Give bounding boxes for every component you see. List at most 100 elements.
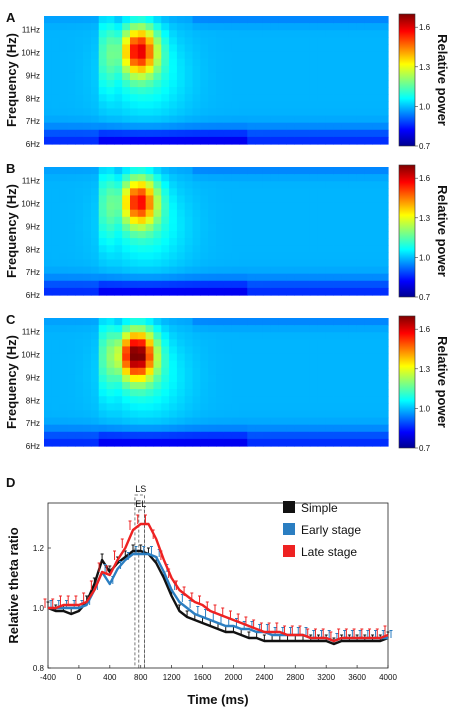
heatmap-cell	[145, 51, 155, 60]
heatmap-cell	[200, 332, 209, 340]
heatmap-cell	[122, 129, 131, 138]
heatmap-cell	[122, 65, 131, 74]
heatmap-cell	[59, 122, 69, 131]
heatmap-cell	[247, 94, 256, 102]
heatmap-cell	[169, 129, 178, 138]
heatmap-cell	[286, 94, 295, 102]
heatmap-cell	[356, 65, 366, 74]
heatmap-cell	[59, 16, 69, 24]
heatmap-cell	[145, 136, 155, 145]
heatmap-cell	[278, 374, 287, 383]
heatmap-cell	[262, 360, 272, 369]
heatmap-cell	[278, 58, 287, 67]
heatmap-cell	[294, 108, 303, 117]
heatmap-cell	[341, 389, 350, 397]
heatmap-cell	[247, 431, 256, 440]
heatmap-cell	[333, 325, 342, 333]
heatmap-cell	[137, 44, 147, 53]
heatmap-cell	[114, 280, 123, 289]
heatmap-cell	[325, 216, 334, 225]
heatmap-cell	[122, 403, 131, 412]
heatmap-cell	[278, 360, 287, 369]
heatmap-cell	[247, 72, 256, 81]
heatmap-cell	[270, 16, 280, 24]
heatmap-cell	[83, 389, 92, 397]
x-tick-label: 2800	[286, 673, 304, 682]
heatmap-cell	[372, 174, 381, 182]
heatmap-cell	[67, 108, 76, 117]
heatmap-cell	[44, 438, 53, 447]
heatmap-cell	[231, 280, 241, 289]
heatmap-cell	[309, 51, 319, 60]
heatmap-cell	[239, 353, 248, 362]
heatmap-cell	[114, 115, 123, 124]
heatmap-cell	[364, 108, 373, 117]
heatmap-cell	[372, 122, 381, 131]
heatmap-cell	[372, 374, 381, 383]
heatmap-cell	[278, 72, 287, 81]
heatmap-cell	[262, 339, 272, 348]
heatmap-cell	[286, 44, 295, 53]
heatmap-cell	[59, 332, 69, 340]
heatmap-cell	[294, 65, 303, 74]
heatmap-cell	[278, 37, 287, 46]
heatmap-cell	[161, 238, 170, 246]
heatmap-cell	[153, 122, 162, 131]
heatmap-cell	[122, 273, 131, 282]
heatmap-cell	[356, 23, 366, 31]
heatmap-cell	[341, 273, 350, 282]
heatmap-cell	[83, 72, 92, 81]
heatmap-cell	[333, 202, 342, 211]
heatmap-cell	[294, 129, 303, 138]
heatmap-cell	[114, 325, 123, 333]
heatmap-cell	[262, 72, 272, 81]
heatmap-cell	[278, 94, 287, 102]
heatmap-cell	[372, 115, 381, 124]
heatmap-cell	[216, 287, 225, 296]
heatmap-cell	[231, 360, 241, 369]
heatmap-cell	[286, 332, 295, 340]
heatmap-cell	[356, 353, 366, 362]
heatmap-cell	[372, 80, 381, 88]
heatmap-cell	[200, 209, 209, 218]
heatmap-cell	[90, 231, 100, 239]
heatmap-cell	[137, 231, 147, 239]
heatmap-cell	[83, 23, 92, 31]
heatmap-cell	[114, 360, 123, 369]
heatmap-cell	[302, 16, 311, 24]
heatmap-cell	[176, 374, 186, 383]
heatmap-cell	[309, 403, 319, 412]
heatmap-cell	[372, 209, 381, 218]
heatmap-cell	[153, 353, 162, 362]
heatmap-cell	[200, 174, 209, 182]
heatmap-cell	[216, 332, 225, 340]
y-tick-label: 6Hz	[26, 442, 40, 451]
heatmap-cell	[216, 374, 225, 383]
heatmap-cell	[333, 287, 342, 296]
heatmap-cell	[130, 431, 139, 440]
heatmap-cell	[208, 259, 217, 268]
heatmap-cell	[294, 424, 303, 433]
heatmap-cell	[51, 167, 61, 175]
heatmap-cell	[98, 223, 108, 232]
heatmap-cell	[208, 245, 217, 253]
heatmap-cell	[130, 245, 139, 253]
heatmap-cell	[44, 115, 53, 124]
heatmap-cell	[341, 259, 350, 268]
heatmap-cell	[325, 174, 334, 182]
heatmap-cell	[278, 389, 287, 397]
heatmap-cell	[380, 37, 389, 46]
heatmap-cell	[302, 58, 311, 67]
heatmap-cell	[51, 65, 61, 74]
heatmap-cell	[255, 209, 264, 218]
heatmap-cell	[270, 72, 280, 81]
heatmap-cell	[364, 382, 373, 390]
heatmap-cell	[75, 174, 84, 182]
heatmap-cell	[364, 129, 373, 138]
heatmap-cell	[380, 101, 389, 110]
heatmap-cell	[325, 136, 334, 145]
heatmap-cell	[247, 80, 256, 88]
heatmap-cell	[90, 209, 100, 218]
heatmap-cell	[247, 325, 256, 333]
